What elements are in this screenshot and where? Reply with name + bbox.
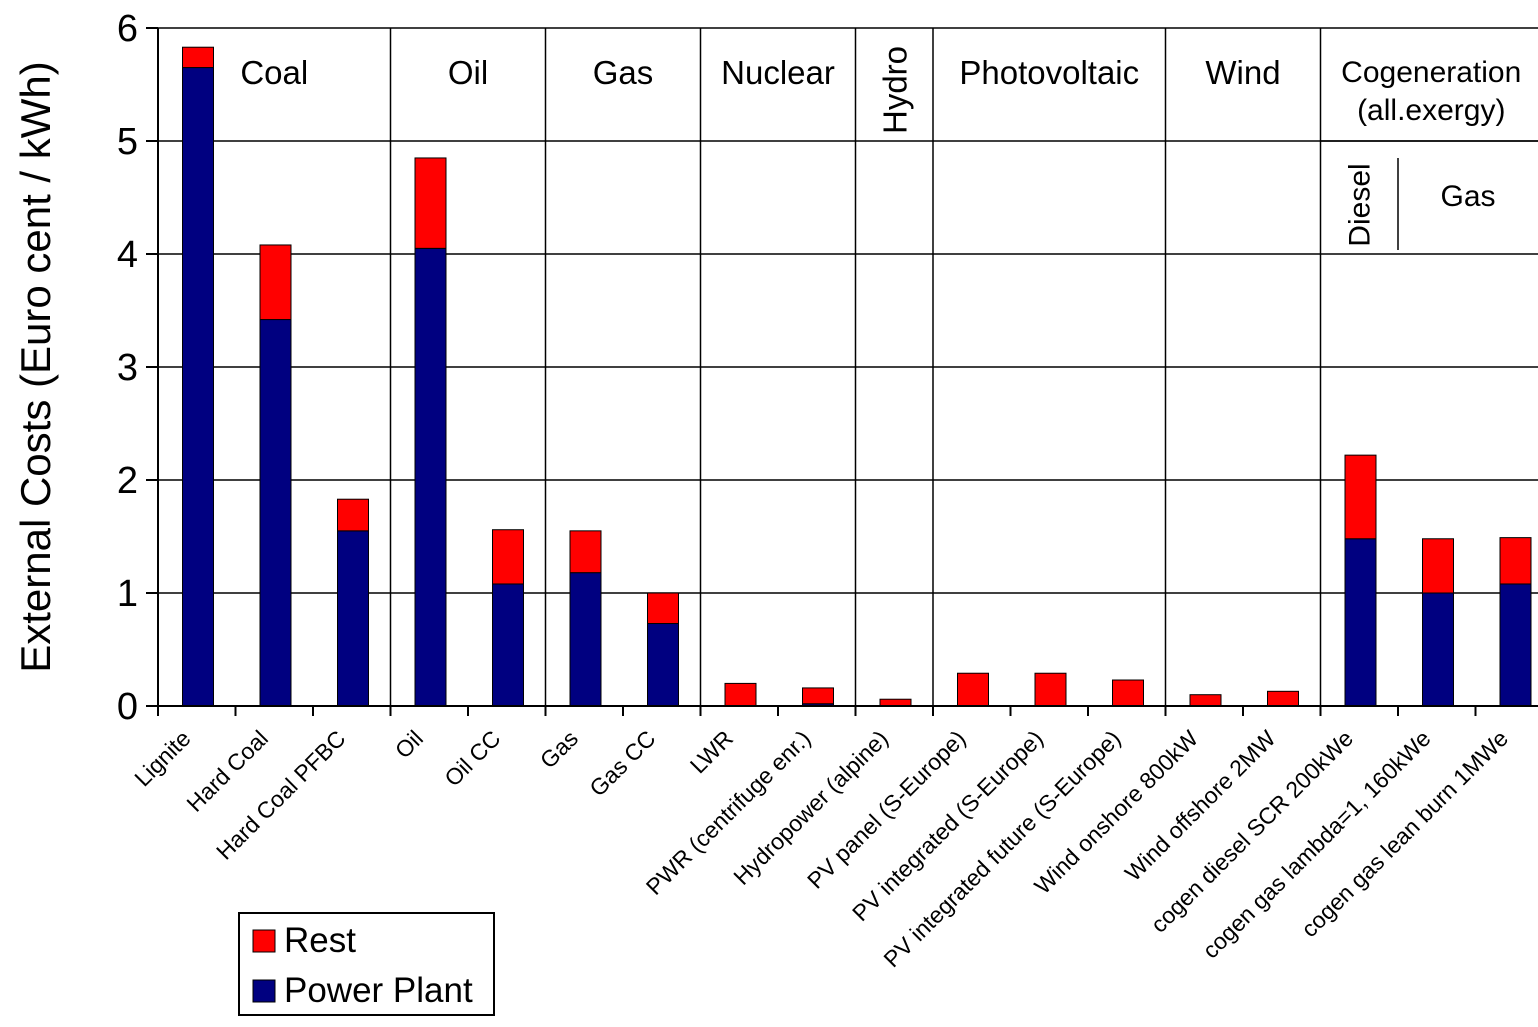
legend-swatch-rest: [252, 929, 276, 953]
bar-rest: [492, 529, 524, 585]
x-tick-label: LWR: [685, 725, 738, 778]
group-label-cogeneration-line2: (all.exergy): [1357, 94, 1505, 127]
bar-rest: [1344, 454, 1377, 540]
group-dividers: [389, 28, 1538, 706]
x-tick-label: Lignite: [129, 725, 195, 791]
bar-power-plant: [1422, 592, 1454, 707]
y-tick-label-2: 2: [117, 460, 138, 502]
group-label-cogeneration: Cogeneration: [1341, 56, 1521, 89]
legend-label-power-plant: Power Plant: [284, 971, 473, 1010]
x-tick-label: Hard Coal PFBC: [211, 725, 350, 864]
group-label-coal: Coal: [240, 54, 308, 91]
y-tick-label-0: 0: [117, 686, 138, 728]
bar-rest: [957, 672, 989, 707]
bars: [182, 46, 1532, 707]
x-tick-label: Oil CC: [439, 725, 505, 791]
bar-power-plant: [647, 623, 679, 707]
bar-rest: [414, 157, 447, 249]
x-tick-label: Gas CC: [584, 725, 660, 801]
y-tick-label-5: 5: [117, 121, 138, 163]
y-tick-label-6: 6: [117, 8, 138, 50]
bar-rest: [879, 698, 912, 707]
bar-rest: [1499, 537, 1532, 585]
bar-rest: [1267, 690, 1299, 707]
x-tick-label: Gas: [535, 725, 583, 773]
x-tick-label: Oil: [390, 725, 428, 763]
bar-rest: [1034, 672, 1067, 707]
y-tick-label-1: 1: [117, 573, 138, 615]
bar-rest: [337, 498, 369, 532]
group-labels: Coal Oil Gas Nuclear Hydro Photovoltaic Wind Co…: [240, 46, 1521, 247]
group-label-gas: Gas: [593, 54, 654, 91]
x-tick-label: Wind offshore 2MW: [1120, 725, 1281, 886]
group-label-nuclear: Nuclear: [721, 54, 835, 91]
legend-box: [238, 912, 495, 1016]
bar-rest: [182, 46, 214, 69]
bar-rest: [1189, 694, 1222, 707]
bar-power-plant: [182, 67, 214, 707]
bar-power-plant: [337, 530, 369, 707]
bar-rest: [724, 682, 757, 707]
y-tick-label-3: 3: [117, 347, 138, 389]
bar-power-plant: [259, 319, 292, 707]
legend-swatch-power-plant: [252, 979, 276, 1003]
legend-label-rest: Rest: [284, 921, 356, 960]
group-label-hydro: Hydro: [876, 46, 913, 134]
bar-rest: [569, 530, 602, 574]
bar-rest: [259, 244, 292, 321]
bar-power-plant: [1344, 538, 1377, 707]
bar-rest: [1112, 679, 1144, 707]
axes: [146, 27, 1538, 716]
subgroup-label-gas: Gas: [1440, 180, 1495, 213]
bar-power-plant: [569, 572, 602, 707]
group-label-oil: Oil: [448, 54, 488, 91]
group-label-wind: Wind: [1205, 54, 1280, 91]
group-label-photovoltaic: Photovoltaic: [959, 54, 1139, 91]
y-tick-label-4: 4: [117, 234, 138, 276]
bar-power-plant: [414, 247, 447, 707]
bar-rest: [647, 592, 679, 625]
bar-power-plant: [1499, 583, 1532, 707]
bar-rest: [1422, 538, 1454, 594]
subgroup-label-diesel: Diesel: [1343, 163, 1376, 246]
legend: Rest Power Plant: [238, 912, 495, 1016]
bar-power-plant: [492, 583, 524, 707]
gridlines: [158, 27, 1538, 594]
x-tick-label: Hydropower (alpine): [728, 725, 893, 890]
bar-rest: [802, 687, 834, 705]
y-tick-labels: 0 1 2 3 4 5 6: [117, 8, 138, 728]
y-axis-title: External Costs (Euro cent / kWh): [12, 61, 59, 673]
